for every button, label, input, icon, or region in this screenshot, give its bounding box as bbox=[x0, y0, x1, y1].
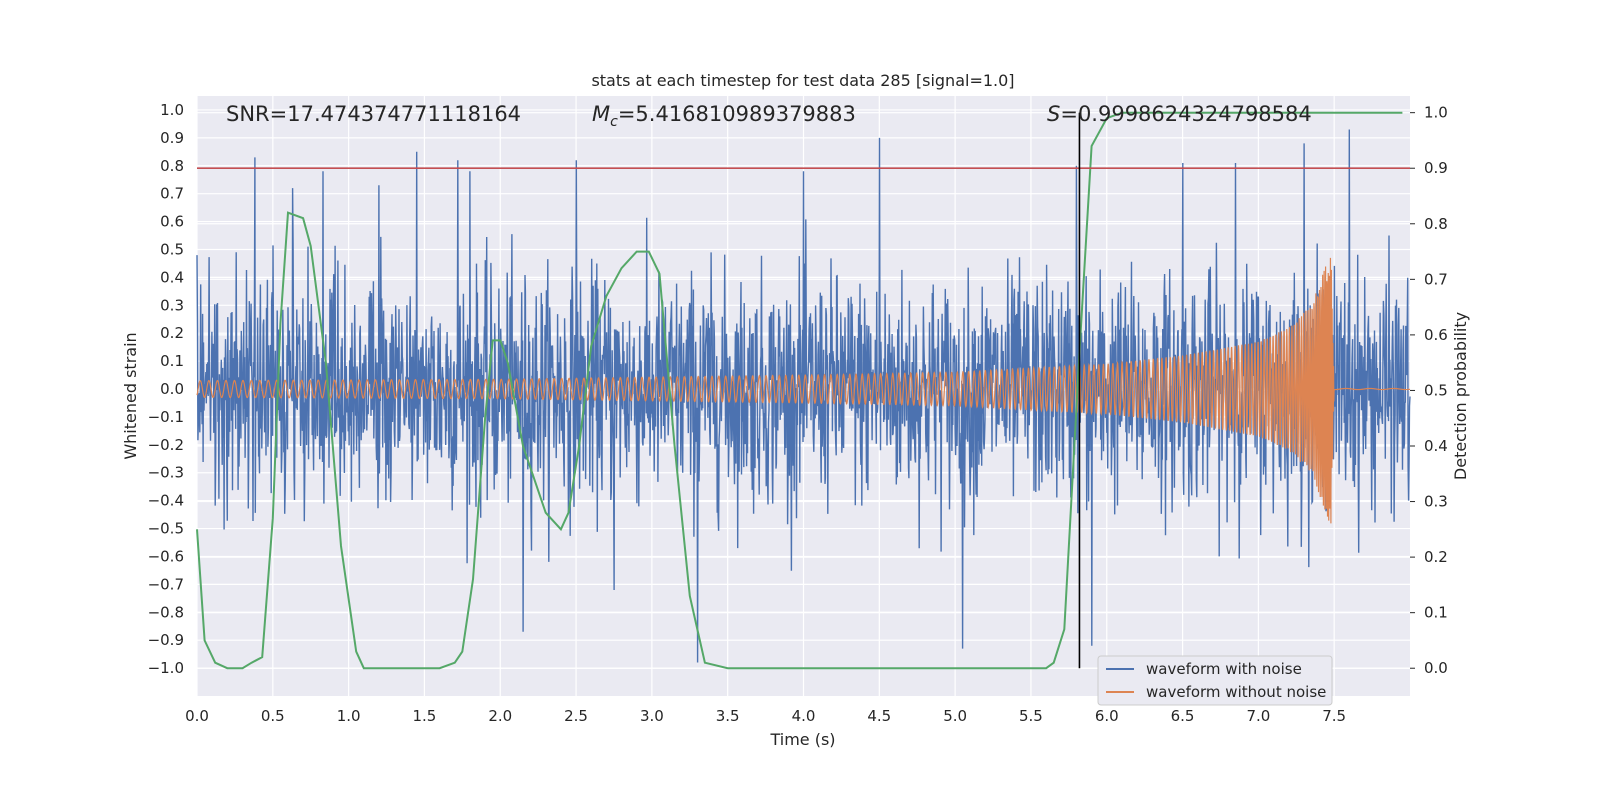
series-waveform-with-noise bbox=[196, 129, 1411, 663]
noise-waveform-line bbox=[196, 129, 1411, 663]
x-tick-label: 0.0 bbox=[185, 707, 209, 725]
x-axis-label: Time (s) bbox=[769, 730, 835, 749]
y-tick-label: 0.9 bbox=[160, 129, 184, 147]
y-tick-label: −0.1 bbox=[148, 408, 184, 426]
x-tick-label: 1.0 bbox=[337, 707, 361, 725]
y-tick-label: 0.7 bbox=[160, 185, 184, 203]
y-tick-label: −0.6 bbox=[148, 547, 184, 565]
y-tick-label: 0.5 bbox=[160, 240, 184, 258]
y-tick-label: 0.3 bbox=[160, 296, 184, 314]
y-axis-label: Whitened strain bbox=[121, 332, 140, 459]
x-tick-label: 7.5 bbox=[1322, 707, 1346, 725]
y2-tick-label: 0.0 bbox=[1424, 659, 1448, 677]
y2-axis-ticks: 1.0 0.9 0.8 0.7 0.6 0.5 0.4 0.3 0.2 0.1 0.0 bbox=[1410, 104, 1448, 677]
x-tick-label: 4.5 bbox=[867, 707, 891, 725]
chirp-mass-value: =5.416810989379883 bbox=[618, 102, 856, 126]
x-tick-label: 0.5 bbox=[261, 707, 285, 725]
y2-tick-label: 1.0 bbox=[1424, 104, 1448, 122]
detection-probability-line bbox=[196, 111, 1403, 670]
y-tick-label: 0.2 bbox=[160, 324, 184, 342]
x-tick-label: 6.5 bbox=[1171, 707, 1195, 725]
legend-box bbox=[1097, 655, 1333, 706]
x-tick-label: 2.5 bbox=[564, 707, 588, 725]
x-tick-label: 5.5 bbox=[1019, 707, 1043, 725]
y2-tick-label: 0.2 bbox=[1424, 548, 1448, 566]
y2-tick-label: 0.7 bbox=[1424, 270, 1448, 288]
y-tick-label: −0.8 bbox=[148, 603, 184, 621]
legend-label-clean: waveform without noise bbox=[1146, 683, 1326, 701]
y2-axis-label: Detection probability bbox=[1451, 312, 1470, 480]
x-tick-label: 3.5 bbox=[716, 707, 740, 725]
y-tick-label: −0.5 bbox=[148, 520, 184, 538]
detection-stat-annotation: S=0.9998624324798584 bbox=[1047, 102, 1312, 126]
y-tick-label: 1.0 bbox=[160, 101, 184, 119]
y2-tick-label: 0.4 bbox=[1424, 437, 1448, 455]
series-waveform-without-noise bbox=[196, 257, 1411, 524]
y-tick-label: 0.8 bbox=[160, 157, 184, 175]
y-tick-label: 0.4 bbox=[160, 268, 184, 286]
x-tick-label: 7.0 bbox=[1246, 707, 1270, 725]
y-tick-label: −0.9 bbox=[148, 631, 184, 649]
chart-title: stats at each timestep for test data 285… bbox=[591, 71, 1014, 90]
y2-tick-label: 0.8 bbox=[1424, 215, 1448, 233]
snr-annotation: SNR=17.474374771118164 bbox=[226, 102, 521, 126]
detection-stat-symbol: S bbox=[1047, 102, 1060, 126]
clean-waveform-line bbox=[196, 257, 1411, 524]
y-axis-ticks: 1.0 0.9 0.8 0.7 0.6 0.5 0.4 0.3 0.2 0.1 0.0 −0.1 −0.… bbox=[148, 101, 184, 677]
y-tick-label: −0.4 bbox=[148, 492, 184, 510]
x-tick-label: 2.0 bbox=[488, 707, 512, 725]
chirp-mass-subscript: c bbox=[610, 114, 618, 130]
chirp-mass-annotation: Mc=5.416810989379883 bbox=[592, 102, 856, 130]
y2-tick-label: 0.6 bbox=[1424, 326, 1448, 344]
y-tick-label: −1.0 bbox=[148, 659, 184, 677]
y2-tick-label: 0.5 bbox=[1424, 381, 1448, 399]
chirp-mass-symbol: M bbox=[592, 102, 610, 126]
x-tick-label: 3.0 bbox=[640, 707, 664, 725]
y2-tick-label: 0.1 bbox=[1424, 604, 1448, 622]
series-detection-probability bbox=[196, 111, 1403, 670]
x-axis-ticks: 0.0 0.5 1.0 1.5 2.0 2.5 3.0 3.5 4.0 4.5 5.0 5.5 6.0 6… bbox=[185, 707, 1346, 725]
y2-tick-label: 0.3 bbox=[1424, 493, 1448, 511]
x-tick-label: 1.5 bbox=[413, 707, 437, 725]
y-tick-label: 0.6 bbox=[160, 213, 184, 231]
y-tick-label: 0.1 bbox=[160, 352, 184, 370]
y-tick-label: −0.3 bbox=[148, 464, 184, 482]
y-tick-label: 0.0 bbox=[160, 380, 184, 398]
legend-label-noise: waveform with noise bbox=[1146, 660, 1302, 678]
x-tick-label: 5.0 bbox=[943, 707, 967, 725]
reference-lines bbox=[197, 112, 1410, 669]
detection-stat-value: =0.9998624324798584 bbox=[1060, 102, 1311, 126]
legend: waveform with noise waveform without noi… bbox=[1097, 655, 1333, 706]
y-tick-label: −0.7 bbox=[148, 575, 184, 593]
x-tick-label: 4.0 bbox=[792, 707, 816, 725]
y-tick-label: −0.2 bbox=[148, 436, 184, 454]
y2-tick-label: 0.9 bbox=[1424, 159, 1448, 177]
x-tick-label: 6.0 bbox=[1095, 707, 1119, 725]
